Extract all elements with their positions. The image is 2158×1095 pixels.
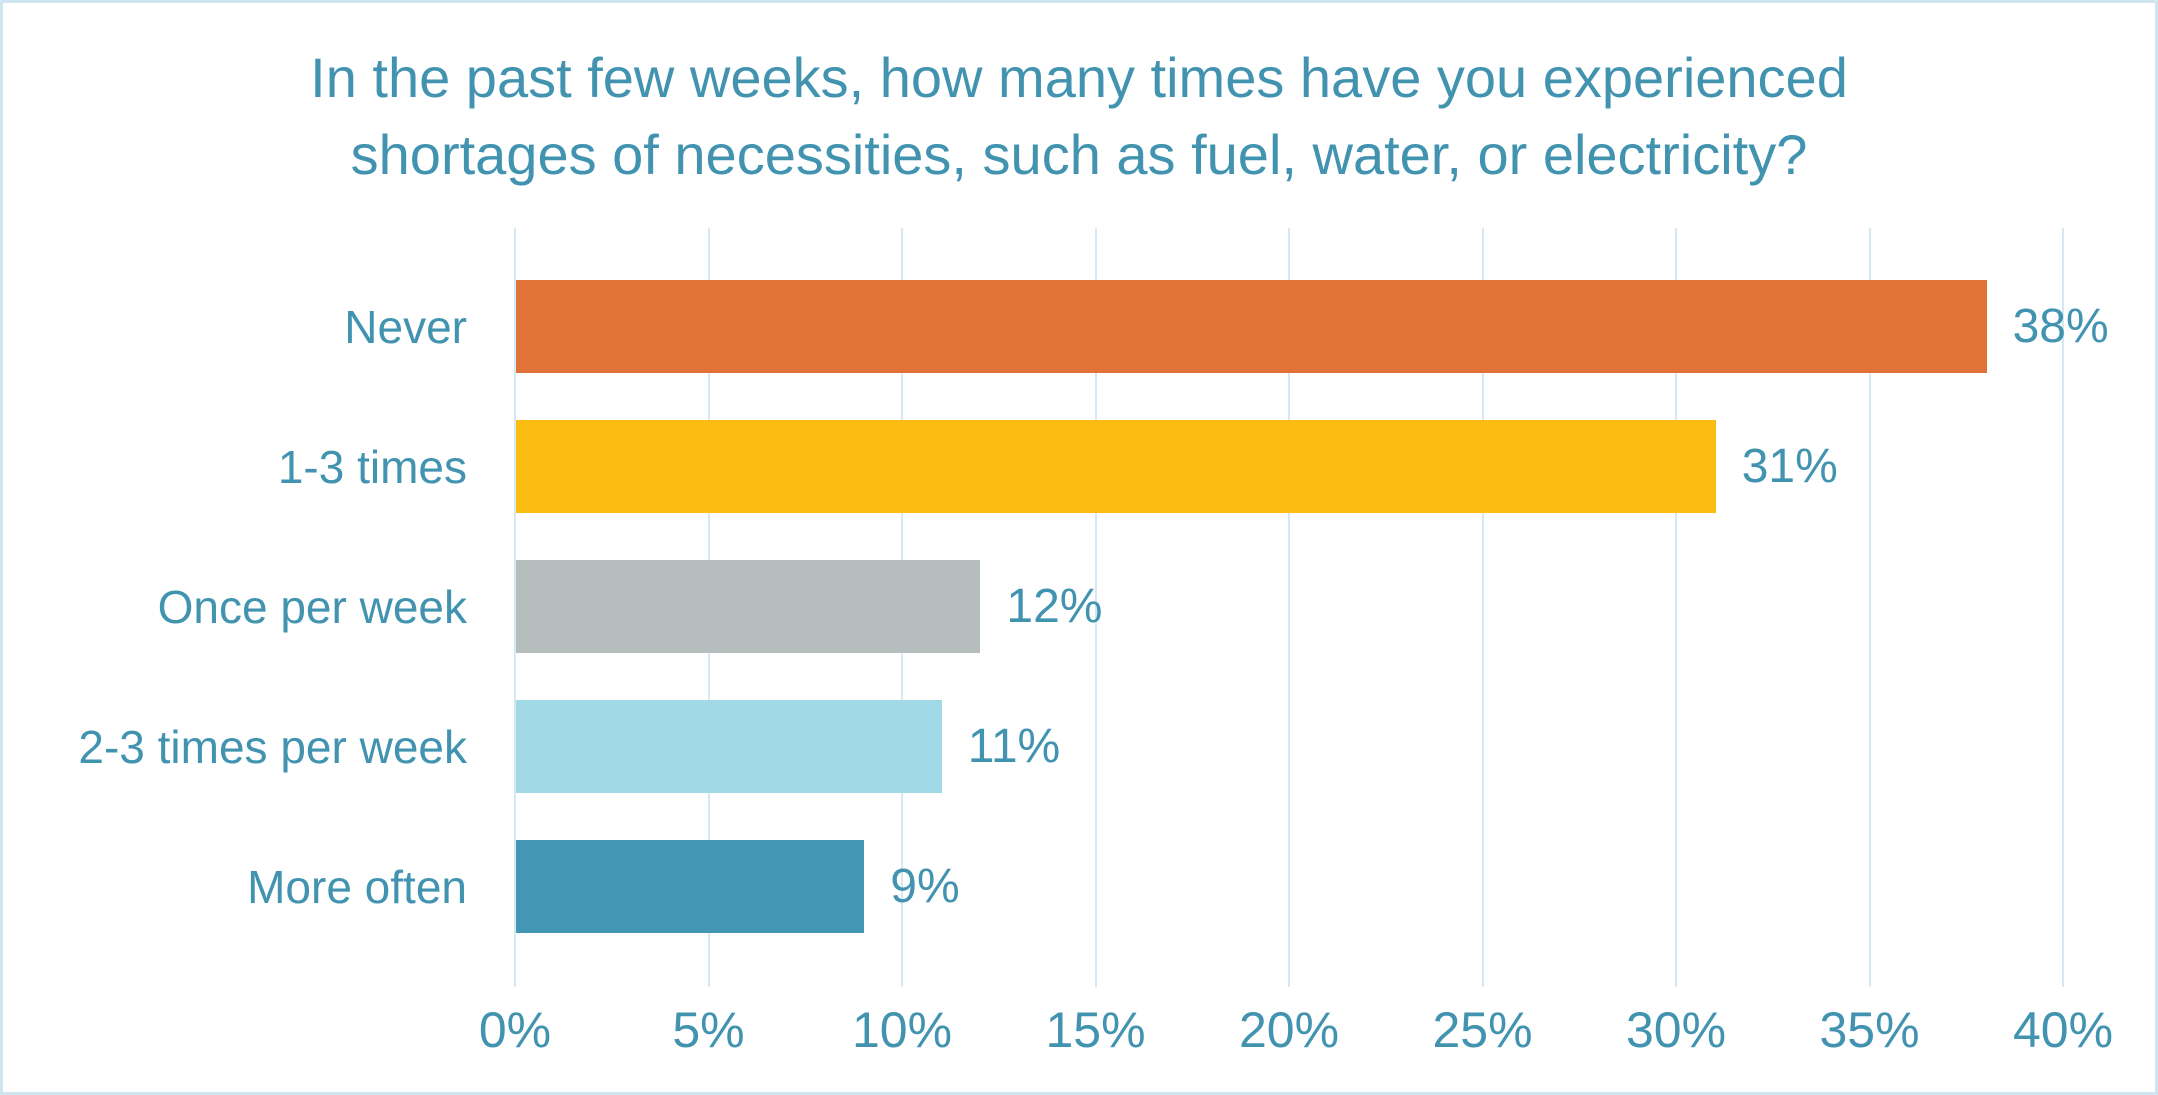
bar-once-per-week <box>516 560 981 653</box>
x-axis-tick-40: 40% <box>2012 1002 2114 1058</box>
category-label-1-3-times: 1-3 times <box>277 440 467 493</box>
category-label-2-3-times-per-week: 2-3 times per week <box>78 720 467 773</box>
x-axis-tick-15: 15% <box>1045 1002 1146 1058</box>
category-label-more-often: More often <box>247 860 467 913</box>
bar-never <box>516 280 1987 373</box>
gridline-0 <box>514 228 516 987</box>
plot-area: 0% 5% 10% 15% 20% 25% 30% 35% 40% Never 38% 1-3 tim… <box>3 3 2155 1092</box>
gridline-40 <box>2062 228 2064 987</box>
chart-title-line-2: shortages of necessities, such as fuel, … <box>350 123 1808 187</box>
gridline-25 <box>1481 228 1484 987</box>
bar-1-3-times <box>516 420 1716 513</box>
gridline-30 <box>1675 228 1677 987</box>
chart-title-line-1: In the past few weeks, how many times ha… <box>310 46 1848 109</box>
x-axis-tick-10: 10% <box>851 1002 953 1058</box>
category-label-never: Never <box>344 300 467 353</box>
bar-more-often <box>516 840 865 933</box>
gridline-20 <box>1288 228 1290 987</box>
value-label-more-often: 9% <box>890 860 960 913</box>
bar-2-3-times-per-week <box>516 700 942 793</box>
category-label-once-per-week: Once per week <box>157 580 467 633</box>
gridline-35 <box>1868 228 1871 987</box>
gridline-15 <box>1094 228 1097 987</box>
value-label-once-per-week: 12% <box>1006 580 1103 633</box>
x-axis-tick-30: 30% <box>1625 1002 1727 1058</box>
x-axis-tick-35: 35% <box>1819 1002 1920 1058</box>
value-label-never: 38% <box>2012 300 2109 353</box>
x-axis-tick-25: 25% <box>1432 1002 1533 1058</box>
x-axis-tick-20: 20% <box>1238 1002 1340 1058</box>
value-label-1-3-times: 31% <box>1741 440 1838 493</box>
x-axis-tick-0: 0% <box>478 1002 552 1058</box>
chart-title: In the past few weeks, how many times ha… <box>3 39 2155 194</box>
x-axis-tick-5: 5% <box>672 1002 745 1058</box>
value-label-2-3-times-per-week: 11% <box>967 720 1061 773</box>
